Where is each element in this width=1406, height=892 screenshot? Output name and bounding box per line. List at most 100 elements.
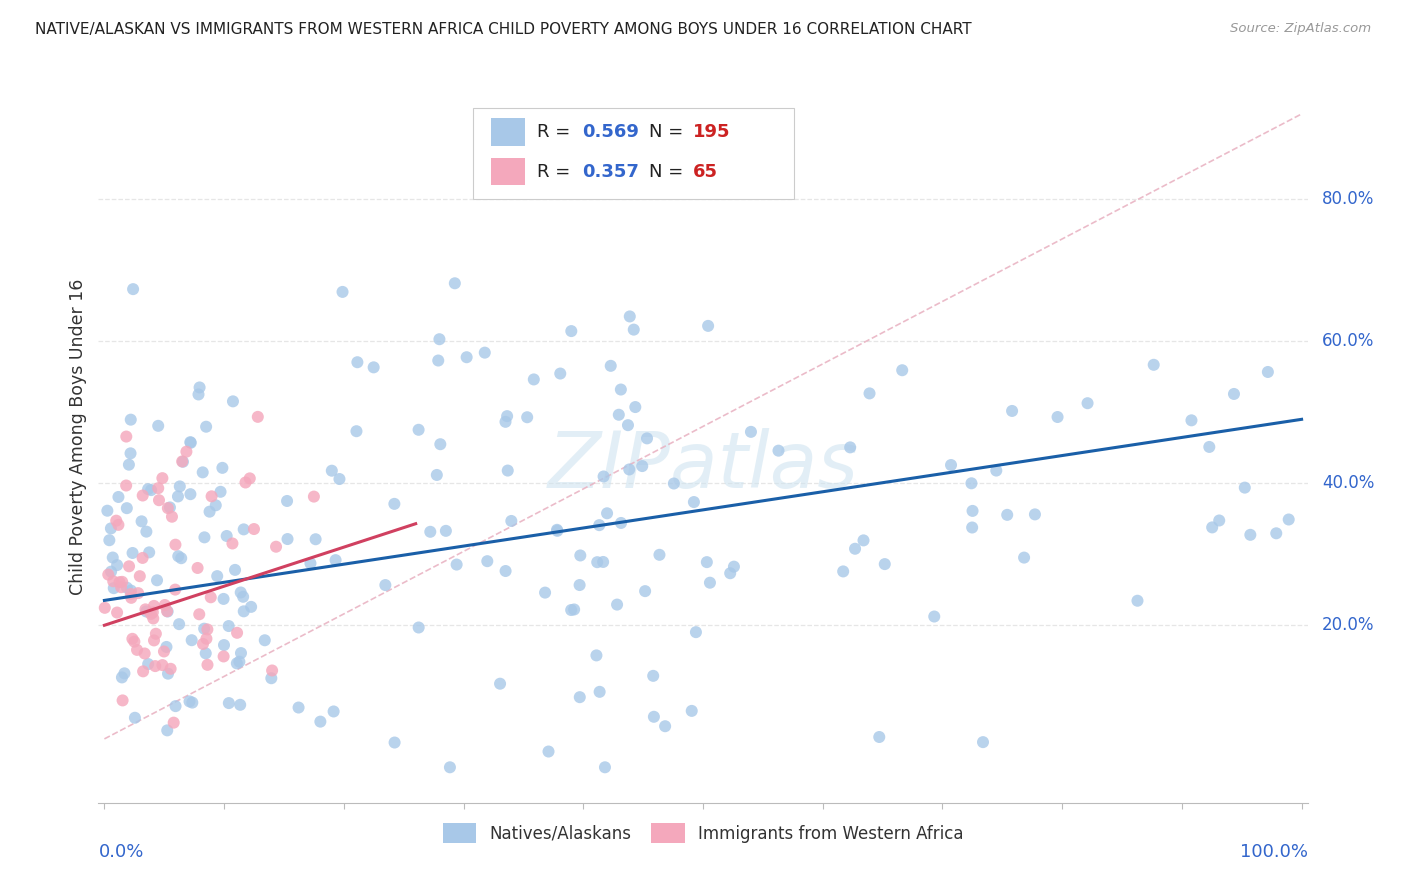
Point	[662, 476, 685, 491]
Point	[287, 700, 309, 714]
Point	[156, 666, 179, 681]
Point	[446, 558, 468, 572]
Point	[218, 696, 240, 710]
Point	[115, 501, 138, 516]
FancyBboxPatch shape	[474, 108, 793, 200]
Point	[198, 505, 221, 519]
Text: R =: R =	[537, 123, 576, 141]
Point	[135, 524, 157, 539]
Point	[105, 514, 128, 528]
Point	[610, 383, 633, 397]
Point	[1126, 593, 1149, 607]
Point	[304, 533, 326, 547]
Point	[188, 380, 211, 394]
Point	[111, 693, 134, 707]
Text: N =: N =	[648, 162, 689, 180]
Point	[146, 574, 169, 588]
Point	[118, 458, 141, 472]
Point	[325, 553, 347, 567]
Point	[681, 704, 703, 718]
Text: 100.0%: 100.0%	[1240, 843, 1308, 861]
Point	[960, 476, 983, 491]
Point	[1223, 387, 1246, 401]
Point	[382, 497, 405, 511]
Text: Source: ZipAtlas.com: Source: ZipAtlas.com	[1230, 22, 1371, 36]
Point	[408, 620, 430, 634]
Point	[139, 483, 162, 497]
Point	[568, 690, 591, 705]
Point	[384, 735, 406, 749]
Point	[408, 423, 430, 437]
Point	[1198, 440, 1220, 454]
Point	[211, 461, 233, 475]
Point	[134, 602, 156, 616]
Point	[427, 353, 450, 368]
Point	[264, 540, 287, 554]
Point	[262, 664, 284, 678]
Point	[434, 524, 457, 538]
Text: 40.0%: 40.0%	[1322, 475, 1375, 492]
Point	[569, 549, 592, 563]
Point	[246, 409, 269, 424]
Point	[163, 715, 186, 730]
Point	[167, 549, 190, 564]
Point	[276, 494, 298, 508]
Point	[588, 518, 610, 533]
Point	[240, 599, 263, 614]
Text: 60.0%: 60.0%	[1322, 332, 1375, 351]
Text: 20.0%: 20.0%	[1322, 616, 1375, 634]
Point	[142, 605, 165, 619]
Point	[145, 626, 167, 640]
Point	[229, 646, 252, 660]
Point	[1265, 526, 1288, 541]
Y-axis label: Child Poverty Among Boys Under 16: Child Poverty Among Boys Under 16	[69, 279, 87, 595]
Point	[212, 649, 235, 664]
Point	[560, 603, 582, 617]
Point	[105, 558, 128, 573]
Point	[115, 478, 138, 492]
Point	[188, 607, 211, 622]
Point	[740, 425, 762, 439]
Point	[844, 541, 866, 556]
Point	[101, 550, 124, 565]
Point	[592, 469, 614, 483]
Point	[193, 530, 215, 544]
Point	[170, 551, 193, 566]
Point	[100, 521, 122, 535]
Point	[309, 714, 332, 729]
Point	[239, 471, 262, 485]
Point	[111, 574, 134, 589]
Point	[501, 514, 523, 528]
Point	[697, 318, 720, 333]
Point	[456, 350, 478, 364]
Point	[232, 522, 254, 536]
Point	[683, 495, 706, 509]
Point	[631, 459, 654, 474]
Point	[131, 514, 153, 528]
Point	[1201, 520, 1223, 534]
Point	[212, 638, 235, 652]
Text: 195: 195	[693, 123, 731, 141]
Point	[546, 523, 568, 537]
Point	[346, 355, 368, 369]
Point	[592, 555, 614, 569]
Point	[922, 609, 945, 624]
Point	[143, 659, 166, 673]
Point	[972, 735, 994, 749]
Point	[232, 590, 254, 604]
Point	[302, 490, 325, 504]
Text: NATIVE/ALASKAN VS IMMIGRANTS FROM WESTERN AFRICA CHILD POVERTY AMONG BOYS UNDER : NATIVE/ALASKAN VS IMMIGRANTS FROM WESTER…	[35, 22, 972, 37]
Point	[136, 657, 159, 671]
Point	[586, 555, 609, 569]
Point	[1278, 512, 1301, 526]
Point	[523, 372, 546, 386]
Point	[276, 532, 298, 546]
Point	[619, 462, 641, 476]
Point	[685, 625, 707, 640]
Text: N =: N =	[648, 123, 689, 141]
Point	[107, 517, 129, 532]
Point	[224, 563, 246, 577]
Point	[120, 591, 142, 605]
Point	[142, 611, 165, 625]
Point	[599, 359, 621, 373]
